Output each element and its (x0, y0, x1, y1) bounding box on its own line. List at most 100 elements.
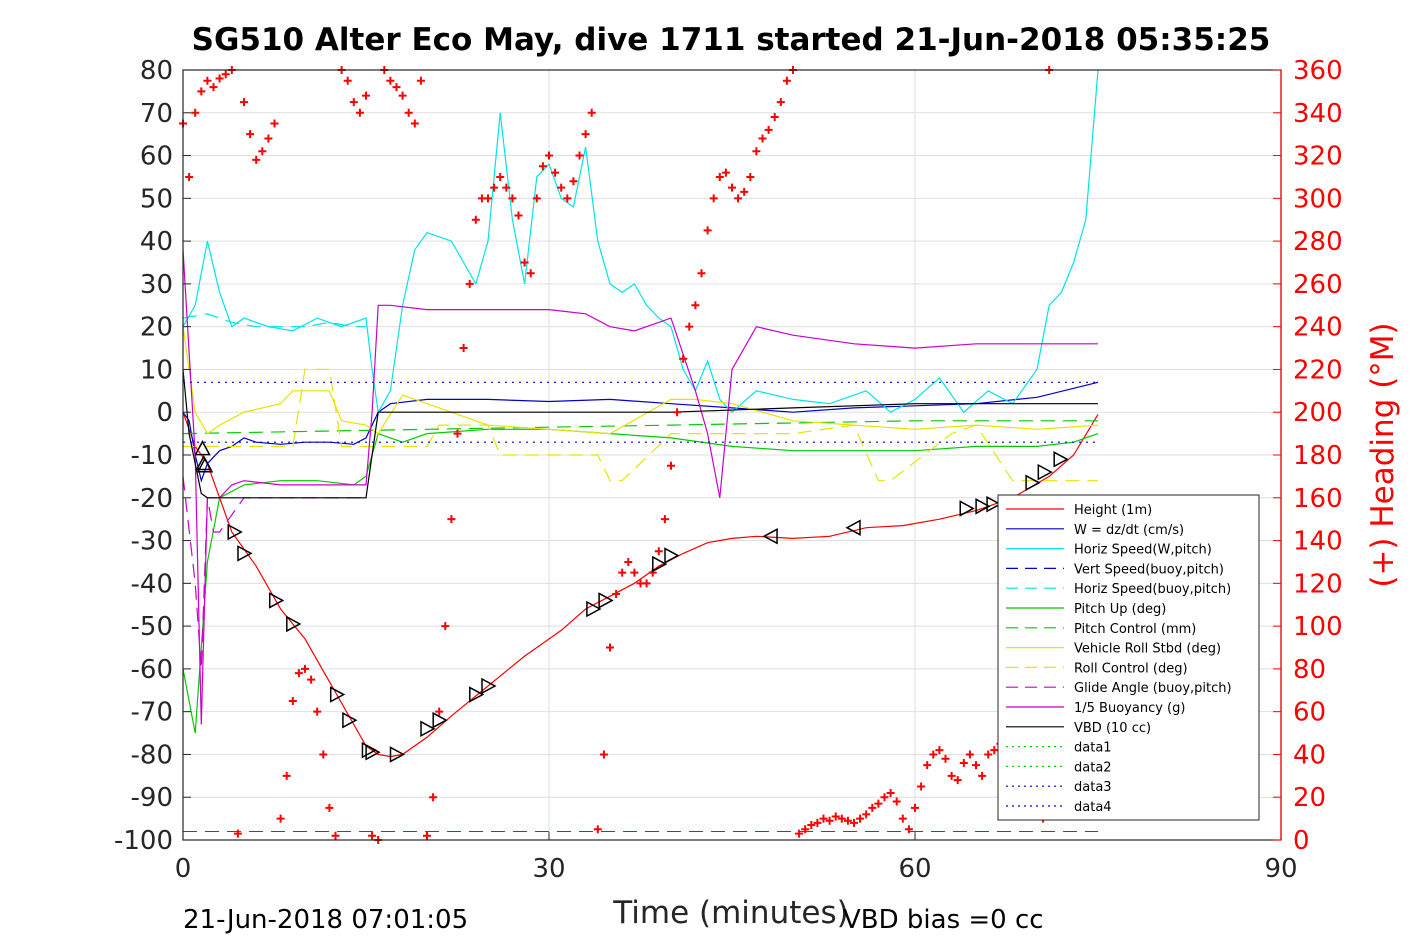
heading-point (831, 812, 840, 821)
y-right-tick-label: 220 (1293, 355, 1343, 385)
heading-point (355, 108, 364, 117)
legend-label: Vert Speed(buoy,pitch) (1074, 562, 1224, 577)
y-right-tick-label: 180 (1293, 441, 1343, 471)
heading-point (758, 134, 767, 143)
y-right-tick-label: 100 (1293, 612, 1343, 642)
dive-marker (986, 495, 1002, 513)
heading-point (508, 194, 517, 203)
heading-point (782, 76, 791, 85)
heading-point (929, 750, 938, 759)
dive-marker (1053, 451, 1069, 468)
heading-point (520, 258, 529, 267)
y-tick-label: -40 (131, 569, 173, 599)
legend-label: 1/5 Buoyancy (g) (1074, 701, 1185, 716)
dive-marker (194, 440, 211, 456)
series-vbd-10-cc- (182, 369, 1098, 499)
legend-label: Height (1m) (1074, 503, 1152, 518)
y-tick-label: -100 (114, 826, 173, 856)
y-tick-label: 20 (140, 313, 173, 343)
heading-point (941, 754, 950, 763)
dive-marker (237, 545, 253, 562)
heading-point (972, 761, 980, 770)
heading-point (416, 76, 425, 85)
legend-label: Horiz Speed(W,pitch) (1074, 543, 1212, 558)
dive-marker (481, 677, 497, 695)
heading-point (502, 183, 511, 192)
heading-point (642, 579, 651, 588)
heading-point (557, 183, 566, 192)
dive-marker (342, 711, 358, 729)
y-tick-label: 10 (140, 355, 173, 385)
dive-marker (286, 615, 302, 633)
y-right-tick-label: 0 (1293, 826, 1310, 856)
dive-marker (365, 744, 381, 761)
heading-point (288, 696, 297, 705)
heading-point (270, 119, 279, 128)
series-1-5-buoyancy-g- (182, 249, 1098, 725)
heading-point (185, 172, 194, 181)
axes: 0 30 60 9080706050403020100-10-20-30-40-50-… (114, 56, 1343, 884)
heading-point (532, 194, 541, 203)
heading-point (484, 194, 492, 203)
y-tick-label: -60 (131, 655, 173, 685)
heading-point (807, 821, 816, 830)
heading-point (276, 814, 285, 823)
heading-point (526, 269, 535, 278)
dive-marker (1037, 463, 1053, 481)
heading-point (362, 91, 370, 100)
y-right-tick-label: 20 (1293, 783, 1326, 813)
y-tick-label: 30 (140, 270, 173, 300)
y-right-tick-label: 260 (1293, 270, 1343, 300)
heading-point (898, 814, 907, 823)
y-tick-label: 40 (140, 227, 173, 257)
legend-label: Roll Control (deg) (1074, 661, 1188, 676)
heading-point (545, 151, 553, 160)
legend: Height (1m) W = dz/dt (cm/s) Horiz Speed(W… (997, 494, 1260, 821)
heading-point (465, 279, 474, 288)
heading-point (721, 168, 730, 177)
dive-marker (652, 555, 668, 573)
y-tick-label: -80 (131, 740, 173, 770)
y-right-tick-label: 320 (1293, 142, 1343, 172)
heading-point (734, 194, 743, 203)
heading-point (770, 113, 779, 122)
dive-marker (1025, 474, 1041, 492)
y-tick-label: 60 (140, 142, 173, 172)
heading-point (862, 810, 871, 819)
heading-point (874, 799, 883, 808)
heading-point (843, 816, 852, 825)
heading-point (978, 771, 987, 780)
heading-point (203, 76, 212, 85)
series-horiz-speed-buoy-pitch- (182, 313, 366, 328)
heading-point (697, 269, 706, 278)
heading-point (904, 825, 913, 834)
heading-point (715, 172, 724, 181)
legend-label: data2 (1074, 760, 1112, 775)
heading-point (606, 643, 614, 652)
heading-point (349, 98, 358, 107)
heading-point (624, 557, 633, 566)
y-right-tick-label: 340 (1293, 99, 1343, 129)
heading-point (575, 151, 584, 160)
y-tick-label: -20 (131, 484, 173, 514)
x-axis-label: Time (minutes) (612, 895, 848, 931)
heading-point (679, 354, 688, 363)
y-right-tick-label: 160 (1293, 484, 1343, 514)
x-tick-label: 0 (175, 854, 192, 884)
y-tick-label: -10 (131, 441, 173, 471)
heading-point (599, 750, 608, 759)
dive-marker (227, 523, 243, 541)
x-tick-label: 90 (1264, 854, 1297, 884)
y-tick-label: -30 (131, 527, 173, 557)
heading-point (581, 130, 590, 139)
heading-point (453, 429, 462, 438)
heading-point (593, 825, 602, 834)
heading-point (252, 155, 261, 164)
heading-point (209, 83, 218, 92)
legend-label: W = dz/dt (cm/s) (1074, 523, 1184, 538)
heading-point (850, 818, 858, 827)
heading-point (197, 87, 206, 96)
heading-point (490, 183, 499, 192)
heading-point (325, 803, 334, 812)
